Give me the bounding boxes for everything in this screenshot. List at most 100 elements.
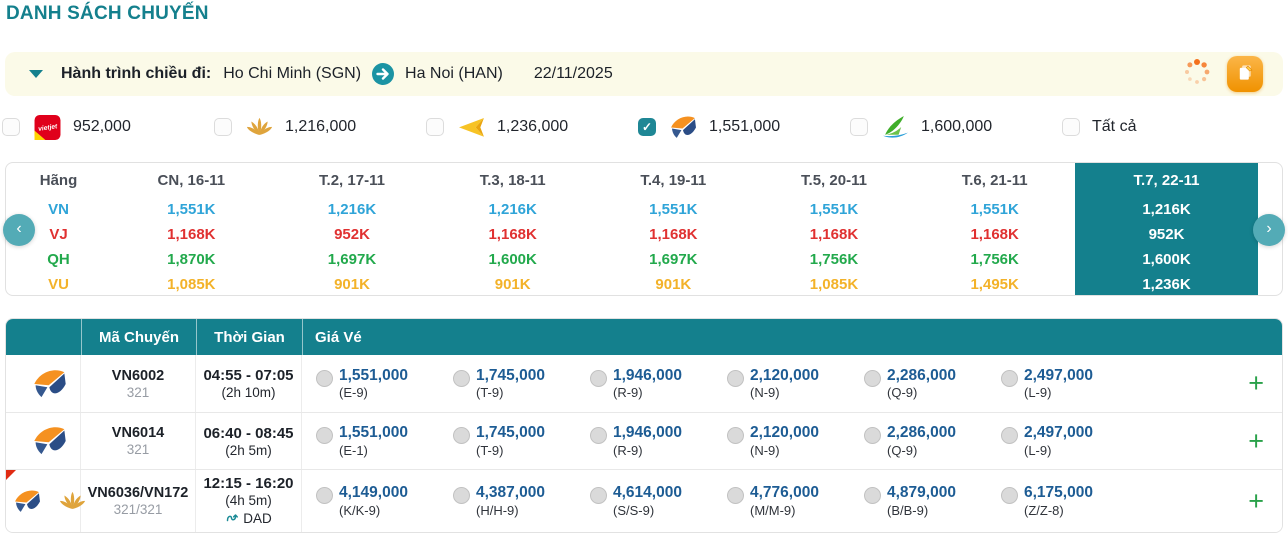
- fare-option[interactable]: 2,286,000 (Q-9): [864, 367, 1001, 400]
- fare-radio[interactable]: [316, 369, 333, 387]
- airline-filter-all[interactable]: Tất cả: [1062, 118, 1136, 136]
- fare-radio[interactable]: [453, 369, 470, 387]
- matrix-airline-code: QH: [47, 251, 70, 268]
- filter-price-label: 1,216,000: [285, 117, 357, 135]
- matrix-price-cell[interactable]: 1,551K: [167, 201, 216, 218]
- matrix-date-header[interactable]: T.6, 21-11: [961, 171, 1028, 189]
- fare-price: 1,745,000: [476, 424, 545, 442]
- caret-down-icon[interactable]: [29, 70, 43, 78]
- matrix-price-cell[interactable]: 1,168K: [809, 226, 859, 243]
- fare-radio[interactable]: [864, 369, 881, 387]
- fare-radio[interactable]: [590, 369, 607, 387]
- fare-option[interactable]: 4,614,000 (S/S-9): [590, 484, 727, 518]
- fare-option[interactable]: 6,175,000 (Z/Z-8): [1001, 484, 1138, 518]
- matrix-price-cell[interactable]: 1,697K: [649, 251, 698, 268]
- fare-radio[interactable]: [727, 487, 744, 505]
- matrix-price-cell[interactable]: 1,085K: [167, 276, 216, 293]
- matrix-price-cell[interactable]: 1,168K: [488, 226, 537, 243]
- fare-radio[interactable]: [590, 427, 607, 445]
- fare-option[interactable]: 1,745,000 (T-9): [453, 424, 590, 458]
- fare-option[interactable]: 1,946,000 (R-9): [590, 367, 727, 400]
- airline-filter-golden-lotus[interactable]: 1,216,000: [214, 117, 426, 137]
- matrix-price-cell[interactable]: 1,756K: [809, 251, 859, 268]
- fare-option[interactable]: 1,551,000 (E-9): [316, 367, 453, 400]
- matrix-date-header[interactable]: T.5, 20-11: [801, 171, 867, 189]
- matrix-price-cell[interactable]: 952K: [1075, 222, 1258, 247]
- matrix-price-cell[interactable]: 1,756K: [970, 251, 1019, 268]
- fare-radio[interactable]: [864, 487, 881, 505]
- journey-date: 22/11/2025: [533, 65, 613, 82]
- matrix-price-cell[interactable]: 1,495K: [970, 276, 1019, 293]
- matrix-prev-button[interactable]: ‹: [3, 214, 35, 246]
- filter-checkbox[interactable]: [1062, 118, 1080, 136]
- fare-option[interactable]: 1,551,000 (E-1): [316, 424, 453, 458]
- add-fare-button[interactable]: +: [1248, 368, 1264, 398]
- fare-option[interactable]: 4,776,000 (M/M-9): [727, 484, 864, 518]
- fare-price: 1,946,000: [613, 424, 682, 442]
- airline-filter-orange-bird[interactable]: ✓ 1,551,000: [638, 114, 850, 141]
- fare-option[interactable]: 1,745,000 (T-9): [453, 367, 590, 400]
- fare-radio[interactable]: [316, 487, 333, 505]
- matrix-date-header[interactable]: T.7, 22-11: [1075, 163, 1258, 197]
- journey-summary-bar[interactable]: Hành trình chiều đi: Ho Chi Minh (SGN) H…: [5, 52, 1283, 96]
- matrix-price-cell[interactable]: 1,216K: [488, 201, 537, 218]
- filter-checkbox[interactable]: [2, 118, 20, 136]
- fare-radio[interactable]: [727, 427, 744, 445]
- matrix-price-cell[interactable]: 1,600K: [1075, 247, 1258, 272]
- matrix-price-cell[interactable]: 1,168K: [167, 226, 216, 243]
- matrix-price-cell[interactable]: 1,085K: [809, 276, 859, 293]
- fare-radio[interactable]: [316, 427, 333, 445]
- fare-radio[interactable]: [453, 487, 470, 505]
- fare-radio[interactable]: [590, 487, 607, 505]
- fare-radio[interactable]: [864, 427, 881, 445]
- fare-radio[interactable]: [1001, 369, 1018, 387]
- fare-option[interactable]: 2,497,000 (L-9): [1001, 367, 1138, 401]
- matrix-price-cell[interactable]: 1,216K: [1075, 197, 1258, 222]
- fare-text: 2,497,000 (L-9): [1024, 367, 1093, 401]
- fare-radio[interactable]: [1001, 427, 1018, 445]
- matrix-price-cell[interactable]: 901K: [655, 276, 692, 293]
- matrix-price-cell[interactable]: 1,551K: [809, 201, 859, 218]
- fare-option[interactable]: 4,149,000 (K/K-9): [316, 484, 453, 518]
- fare-option[interactable]: 1,946,000 (R-9): [590, 424, 727, 458]
- add-fare-button[interactable]: +: [1248, 485, 1264, 516]
- matrix-price-cell[interactable]: 1,236K: [1075, 272, 1258, 295]
- matrix-date-header[interactable]: CN, 16-11: [157, 171, 226, 189]
- matrix-date-header[interactable]: T.3, 18-11: [479, 171, 546, 189]
- matrix-price-cell[interactable]: 1,168K: [649, 226, 698, 243]
- matrix-price-cell[interactable]: 1,600K: [488, 251, 537, 268]
- matrix-price-cell[interactable]: 901K: [494, 276, 531, 293]
- filter-checkbox[interactable]: ✓: [638, 118, 656, 136]
- export-ticket-button[interactable]: [1227, 56, 1263, 92]
- matrix-price-cell[interactable]: 1,216K: [327, 201, 377, 218]
- flight-code-cell: VN6002 321: [81, 355, 196, 412]
- matrix-price-cell[interactable]: 1,551K: [649, 201, 698, 218]
- matrix-price-cell[interactable]: 1,551K: [970, 201, 1019, 218]
- golden-lotus-logo: [246, 117, 273, 137]
- filter-checkbox[interactable]: [850, 117, 868, 136]
- matrix-price-cell[interactable]: 952K: [334, 226, 370, 243]
- airline-filter-vietjet[interactable]: vietjet 952,000: [2, 114, 214, 141]
- airline-filter-green-sail[interactable]: 1,600,000: [850, 115, 1062, 140]
- matrix-date-header[interactable]: T.2, 17-11: [319, 171, 385, 189]
- fare-option[interactable]: 4,387,000 (H/H-9): [453, 484, 590, 518]
- fare-radio[interactable]: [727, 369, 744, 387]
- matrix-price-cell[interactable]: 1,870K: [167, 251, 216, 268]
- filter-checkbox[interactable]: [214, 117, 232, 136]
- fare-option[interactable]: 2,286,000 (Q-9): [864, 424, 1001, 458]
- fare-radio[interactable]: [1001, 487, 1018, 505]
- filter-checkbox[interactable]: [426, 117, 444, 136]
- fare-class: (S/S-9): [613, 502, 655, 518]
- fare-radio[interactable]: [453, 427, 470, 445]
- matrix-next-button[interactable]: ›: [1253, 214, 1285, 246]
- matrix-date-header[interactable]: T.4, 19-11: [640, 171, 707, 189]
- airline-filter-yellow-plane[interactable]: 1,236,000: [426, 117, 638, 138]
- matrix-price-cell[interactable]: 1,697K: [327, 251, 377, 268]
- matrix-price-cell[interactable]: 1,168K: [970, 226, 1019, 243]
- fare-option[interactable]: 2,120,000 (N-9): [727, 424, 864, 458]
- fare-option[interactable]: 2,120,000 (N-9): [727, 367, 864, 400]
- fare-option[interactable]: 4,879,000 (B/B-9): [864, 484, 1001, 518]
- add-fare-button[interactable]: +: [1248, 425, 1264, 456]
- matrix-price-cell[interactable]: 901K: [334, 276, 370, 293]
- fare-option[interactable]: 2,497,000 (L-9): [1001, 424, 1138, 458]
